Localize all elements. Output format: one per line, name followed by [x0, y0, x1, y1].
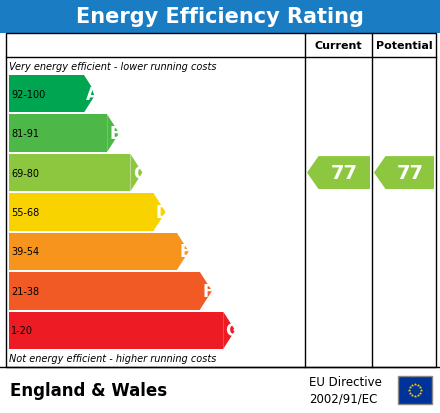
Text: F: F: [203, 282, 214, 300]
Bar: [0, 0, 440, 34]
Polygon shape: [130, 154, 143, 192]
Polygon shape: [307, 157, 370, 190]
Text: 1-20: 1-20: [11, 325, 33, 335]
Text: 39-54: 39-54: [11, 247, 39, 257]
Polygon shape: [223, 312, 235, 349]
Bar: [9, 76, 84, 113]
Polygon shape: [374, 157, 434, 190]
Bar: [9, 154, 130, 192]
Text: D: D: [155, 204, 169, 221]
Text: E: E: [180, 243, 191, 261]
Text: 77: 77: [331, 164, 358, 183]
Text: Very energy efficient - lower running costs: Very energy efficient - lower running co…: [9, 62, 216, 71]
Bar: [398, 376, 432, 404]
Text: Not energy efficient - higher running costs: Not energy efficient - higher running co…: [9, 354, 216, 363]
Text: England & Wales: England & Wales: [10, 381, 167, 399]
Polygon shape: [177, 233, 189, 271]
Bar: [9, 312, 223, 349]
Text: Potential: Potential: [376, 41, 433, 51]
Text: 77: 77: [396, 164, 423, 183]
Polygon shape: [107, 115, 119, 152]
Text: 92-100: 92-100: [11, 90, 45, 100]
Bar: [9, 115, 107, 152]
Text: 69-80: 69-80: [11, 168, 39, 178]
Text: C: C: [133, 164, 145, 182]
Polygon shape: [154, 194, 165, 231]
Polygon shape: [84, 76, 96, 113]
Bar: [9, 273, 200, 310]
Text: Energy Efficiency Rating: Energy Efficiency Rating: [76, 7, 364, 27]
Polygon shape: [200, 273, 212, 310]
Bar: [6, 34, 436, 367]
Text: Current: Current: [315, 41, 362, 51]
Bar: [9, 233, 177, 271]
Text: 81-91: 81-91: [11, 129, 39, 139]
Text: EU Directive
2002/91/EC: EU Directive 2002/91/EC: [309, 375, 382, 405]
Bar: [9, 194, 154, 231]
Text: 21-38: 21-38: [11, 286, 39, 296]
Text: 55-68: 55-68: [11, 207, 39, 218]
Text: G: G: [225, 321, 238, 339]
Text: B: B: [109, 125, 122, 143]
Text: A: A: [86, 85, 99, 104]
